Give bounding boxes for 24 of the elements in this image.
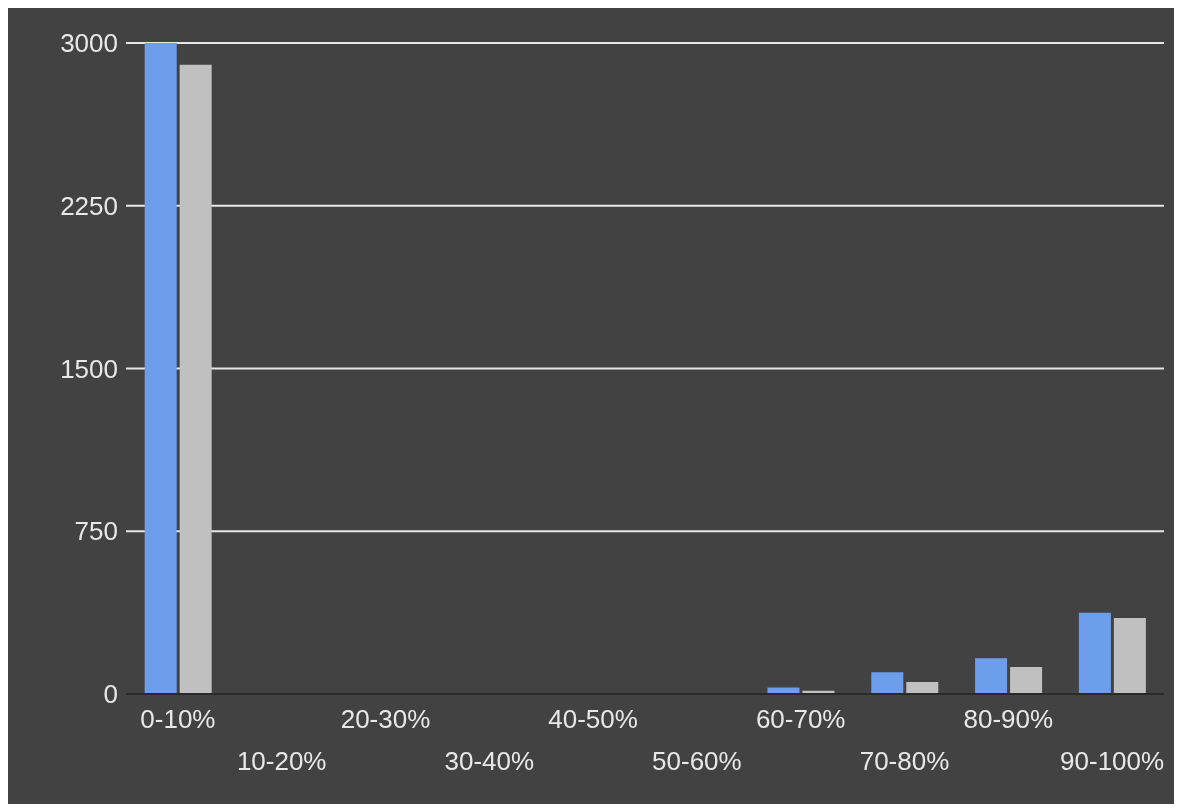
y-tick-label: 3000 [60, 28, 118, 59]
x-tick-label: 30-40% [444, 746, 535, 776]
bar [1113, 618, 1146, 694]
y-tick-label: 750 [74, 516, 118, 547]
x-tick-label: 10-20% [236, 746, 327, 776]
bar [767, 687, 800, 694]
y-tick-label: 0 [103, 679, 118, 710]
bar [144, 43, 177, 694]
x-tick-label: 80-90% [963, 704, 1054, 734]
x-tick-label: 70-80% [859, 746, 950, 776]
x-tick-label: 60-70% [755, 704, 846, 734]
bar [1078, 612, 1111, 694]
bar [906, 682, 939, 694]
x-tick-label: 20-30% [340, 704, 431, 734]
bar [1010, 666, 1043, 694]
x-tick-label: 50-60% [652, 746, 742, 776]
bar [179, 64, 212, 694]
x-tick-label: 40-50% [548, 704, 638, 734]
y-tick-label: 2250 [60, 190, 118, 221]
bar [975, 658, 1008, 694]
x-tick-label: 90-100% [1060, 746, 1165, 776]
bar [871, 672, 904, 694]
y-tick-label: 1500 [60, 353, 118, 384]
x-tick-label: 0-10% [140, 704, 216, 734]
